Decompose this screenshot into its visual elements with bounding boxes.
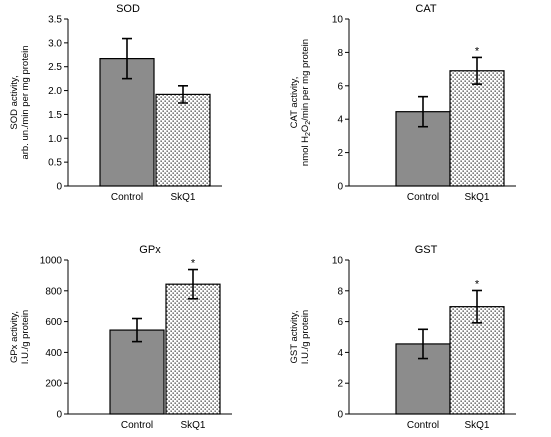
y-axis-label-line: nmol H2O2/min per mg protein <box>300 39 312 166</box>
x-category-label: Control <box>407 420 439 431</box>
y-tick-label: 0 <box>56 410 62 421</box>
y-tick-label: 400 <box>45 348 62 359</box>
y-axis-label-line: I.U./g protein <box>300 310 311 364</box>
y-tick-label: 1000 <box>40 256 63 267</box>
y-tick-label: 8 <box>337 48 343 59</box>
y-tick-label: 3.0 <box>48 38 62 49</box>
bar-skq1 <box>155 93 211 187</box>
y-tick-label: 1.5 <box>48 110 62 121</box>
y-tick-label: 2 <box>337 379 343 390</box>
y-tick-label: 6 <box>337 81 343 92</box>
y-tick-label: 0 <box>337 182 343 193</box>
y-tick-label: 3.5 <box>48 15 62 26</box>
chart-panel-gst: GST 0 2 4 6 8 10 GST activity, I.U./g protein Con… <box>289 244 516 431</box>
chart-panel-cat: CAT 0 2 4 6 8 10 CAT activity,nmol H2O2/min per… <box>289 3 516 203</box>
y-tick-label: 8 <box>337 286 343 297</box>
y-tick-label: 10 <box>332 256 344 267</box>
x-category-label: Control <box>111 192 143 203</box>
y-axis-label-line: I.U./g protein <box>20 310 31 364</box>
significance-marker: * <box>475 45 480 57</box>
x-category-label: SkQ1 <box>180 420 205 431</box>
y-tick-label: 4 <box>337 348 343 359</box>
x-category-label: SkQ1 <box>464 420 489 431</box>
x-category-label: Control <box>121 420 153 431</box>
x-category-label: Control <box>407 192 439 203</box>
significance-marker: * <box>475 278 480 290</box>
bar-skq1 <box>165 283 221 415</box>
chart-title: GST <box>415 244 438 256</box>
y-tick-label: 200 <box>45 379 62 390</box>
y-axis-label-line: GST activity, <box>289 311 300 364</box>
y-axis-label-line: arb. un./min per mg protein <box>20 45 31 159</box>
y-tick-label: 0 <box>337 410 343 421</box>
y-tick-label: 800 <box>45 286 62 297</box>
bar-skq1 <box>449 306 505 415</box>
x-category-label: SkQ1 <box>170 192 195 203</box>
y-axis-label-line: GPx activity, <box>9 311 20 363</box>
y-tick-label: 10 <box>332 15 344 26</box>
chart-title: GPx <box>139 244 161 256</box>
y-tick-label: 2 <box>337 148 343 159</box>
y-axis-label-line: CAT activity, <box>289 77 300 129</box>
chart-panel-sod: SOD 0 0.5 1.0 1.5 2.0 2.5 3.0 3.5 SOD activity, ar… <box>9 3 222 203</box>
x-category-label: SkQ1 <box>464 192 489 203</box>
bar-skq1 <box>449 70 505 187</box>
chart-title: SOD <box>116 3 140 15</box>
y-tick-label: 0.5 <box>48 158 62 169</box>
y-tick-label: 0 <box>56 182 62 193</box>
y-tick-label: 600 <box>45 317 62 328</box>
chart-title: CAT <box>415 3 436 15</box>
y-axis-label-line: SOD activity, <box>9 75 20 129</box>
significance-marker: * <box>191 258 196 270</box>
y-tick-label: 4 <box>337 115 343 126</box>
y-tick-label: 2.0 <box>48 86 62 97</box>
bar-control <box>109 329 165 415</box>
y-tick-label: 6 <box>337 317 343 328</box>
y-tick-label: 1.0 <box>48 134 62 145</box>
chart-panel-gpx: GPx 0 200 400 600 800 1000 GPx activity, I.U./g … <box>9 244 232 431</box>
y-tick-label: 2.5 <box>48 62 62 73</box>
